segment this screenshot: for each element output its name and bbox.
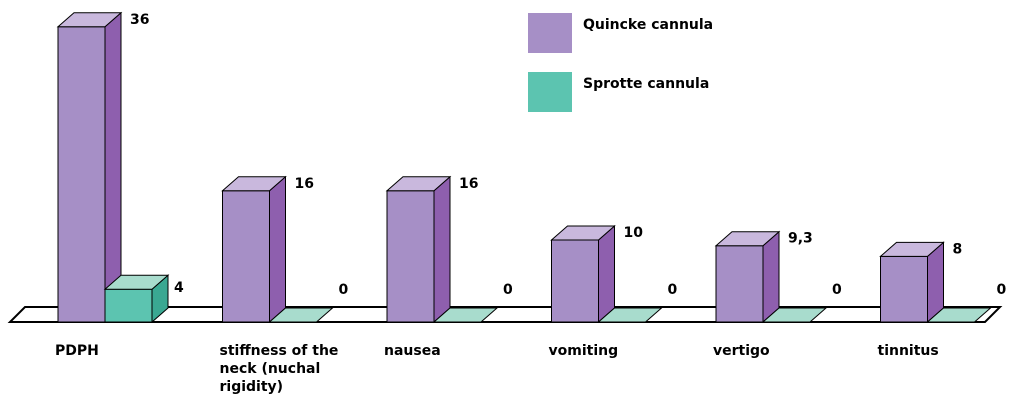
bar-front (715, 245, 764, 323)
x-tick-label: PDPH (55, 343, 99, 359)
value-label: 16 (459, 176, 478, 192)
bar-top (268, 307, 334, 323)
legend-swatch (528, 13, 572, 53)
bar-top (432, 307, 499, 323)
bar-front (551, 239, 599, 323)
bar-top (221, 176, 287, 192)
bar-top (714, 231, 781, 247)
legend-label: Sprotte cannula (583, 76, 709, 92)
value-label: 16 (295, 176, 314, 192)
value-label: 10 (624, 225, 644, 241)
bar-top (879, 241, 945, 257)
bar-top (761, 307, 828, 323)
x-tick-label: stiffness of the neck (nuchal rigidity) (219, 343, 339, 395)
value-label: 0 (668, 282, 678, 298)
value-label: 0 (503, 282, 513, 298)
bar-side (762, 230, 780, 324)
bar-side (598, 224, 615, 324)
bar-side (269, 175, 286, 324)
bar-top (926, 307, 992, 323)
floor (7, 306, 1003, 323)
x-tick-label: vomiting (548, 343, 619, 359)
value-label: 8 (953, 241, 963, 257)
x-tick-label: tinnitus (877, 343, 939, 359)
value-label: 0 (832, 282, 842, 298)
x-tick-label: nausea (384, 343, 441, 359)
bar-front (386, 190, 435, 323)
value-label: 4 (174, 280, 184, 296)
value-label: 9,3 (788, 231, 813, 247)
bar-front (880, 255, 928, 323)
value-label: 0 (997, 282, 1007, 298)
bar-top (56, 12, 123, 28)
value-label: 36 (130, 12, 149, 28)
bar-top (103, 274, 170, 290)
value-label: 0 (339, 282, 349, 298)
legend-swatch (528, 72, 572, 112)
legend-label: Quincke cannula (583, 17, 713, 33)
x-tick-label: vertigo (713, 343, 770, 359)
bar-side (104, 11, 122, 324)
bar-side (433, 175, 451, 324)
bar-top (385, 176, 452, 192)
bar-front (104, 288, 153, 323)
bar-front (57, 26, 106, 323)
bar-front (222, 190, 270, 323)
bar-top (550, 225, 616, 241)
bar-top (597, 307, 663, 323)
